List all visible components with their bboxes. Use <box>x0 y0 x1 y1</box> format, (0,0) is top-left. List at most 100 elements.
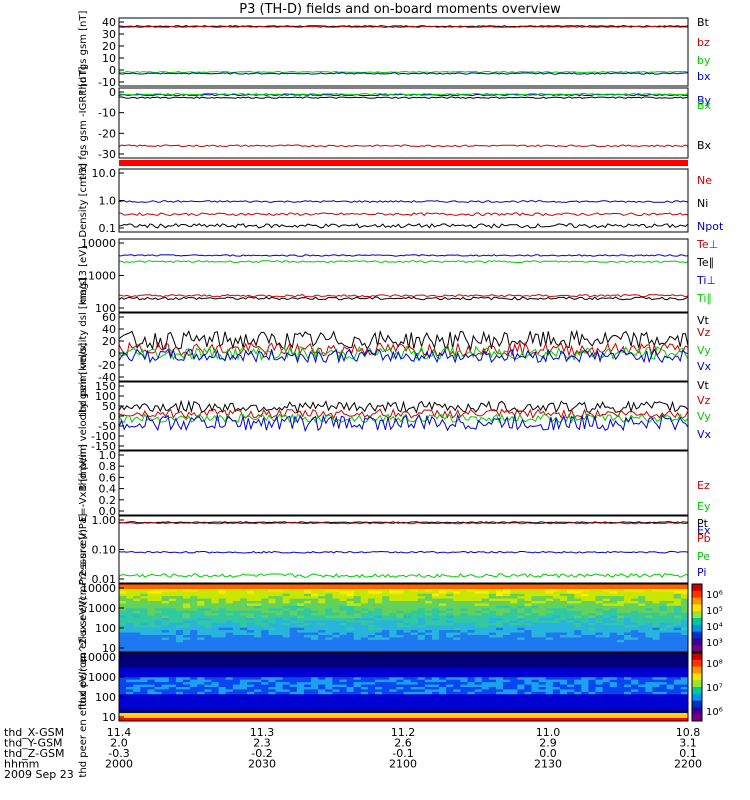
heatmap-cell <box>581 684 589 688</box>
heatmap-cell <box>211 689 220 693</box>
heatmap-cell <box>453 627 461 631</box>
heatmap-cell <box>140 679 148 683</box>
heatmap-cell <box>460 708 469 712</box>
heatmap-cell <box>318 593 326 597</box>
heatmap-cell <box>403 653 412 656</box>
heatmap-cell <box>332 655 340 659</box>
heatmap-cell <box>559 684 568 688</box>
heatmap-cell <box>204 657 212 661</box>
heatmap-cell <box>609 644 618 648</box>
heatmap-cell <box>211 618 220 621</box>
heatmap-cell <box>218 649 227 653</box>
heatmap-cell <box>140 662 148 666</box>
heatmap-cell <box>680 608 689 612</box>
heatmap-cell <box>581 644 589 648</box>
heatmap-cell <box>510 660 518 664</box>
heatmap-cell <box>474 679 483 683</box>
heatmap-cell <box>460 644 469 648</box>
heatmap-cell <box>474 601 483 604</box>
heatmap-cell <box>488 625 497 629</box>
heatmap-cell <box>446 670 454 673</box>
heatmap-cell <box>631 637 639 641</box>
y-tick-label: -150 <box>91 440 116 453</box>
orbit-value: 2.3 <box>253 737 271 750</box>
heatmap-cell <box>289 603 298 607</box>
heatmap-cell <box>559 691 568 695</box>
heatmap-cell <box>367 644 376 648</box>
heatmap-cell <box>403 657 412 661</box>
heatmap-cell <box>353 647 362 651</box>
heatmap-cell <box>481 665 490 669</box>
heatmap-cell <box>616 588 625 592</box>
heatmap-cell <box>403 667 412 671</box>
heatmap-cell <box>638 588 646 592</box>
heatmap-cell <box>303 618 312 621</box>
heatmap-cell <box>574 632 582 636</box>
heatmap-cell <box>474 694 483 698</box>
heatmap-cell <box>495 632 504 636</box>
heatmap-cell <box>353 677 362 681</box>
heatmap-cell <box>659 701 668 705</box>
series-line <box>118 144 689 148</box>
heatmap-cell <box>659 649 668 653</box>
heatmap-cell <box>318 618 326 621</box>
heatmap-cell <box>360 642 369 646</box>
legend-entry: Ex <box>697 524 711 537</box>
heatmap-cell <box>154 689 163 693</box>
heatmap-cell <box>439 644 447 648</box>
heatmap-cell <box>488 706 497 710</box>
heatmap-cell <box>410 704 419 707</box>
heatmap-cell <box>225 637 234 641</box>
heatmap-cell <box>211 601 220 604</box>
heatmap-cell <box>325 662 333 666</box>
heatmap-cell <box>403 644 412 648</box>
heatmap-cell <box>460 608 469 612</box>
heatmap-cell <box>417 610 426 614</box>
heatmap-cell <box>531 605 540 609</box>
heatmap-cell <box>382 711 390 715</box>
heatmap-cell <box>346 627 355 631</box>
heatmap-cell <box>495 708 504 712</box>
heatmap-cell <box>631 708 639 712</box>
heatmap-cell <box>375 632 383 636</box>
heatmap-cell <box>168 653 177 656</box>
heatmap-cell <box>417 649 426 653</box>
heatmap-cell <box>673 699 682 703</box>
heatmap-cell <box>161 647 170 651</box>
heatmap-cell <box>211 701 220 705</box>
heatmap-cell <box>631 653 639 656</box>
heatmap-cell <box>389 627 397 631</box>
heatmap-cell <box>332 625 340 629</box>
heatmap-cell <box>510 653 518 656</box>
heatmap-cell <box>552 644 561 648</box>
heatmap-cell <box>467 627 476 631</box>
heatmap-cell <box>524 674 533 678</box>
heatmap-cell <box>609 618 618 621</box>
heatmap-cell <box>467 647 476 651</box>
heatmap-cell <box>161 637 170 641</box>
heatmap-cell <box>218 603 227 607</box>
heatmap-cell <box>638 691 646 695</box>
heatmap-cell <box>673 687 682 690</box>
heatmap-cell <box>680 684 689 688</box>
heatmap-cell <box>339 711 348 715</box>
heatmap-cell <box>140 649 148 653</box>
heatmap-cell <box>574 591 582 595</box>
heatmap-cell <box>218 618 227 621</box>
heatmap-cell <box>552 694 561 698</box>
heatmap-cell <box>225 639 234 643</box>
heatmap-cell <box>510 647 518 651</box>
heatmap-cell <box>673 679 682 683</box>
heatmap-cell <box>204 605 212 609</box>
heatmap-cell <box>204 622 212 626</box>
heatmap-cell <box>417 630 426 634</box>
heatmap-cell <box>410 630 419 634</box>
heatmap-cell <box>239 684 248 688</box>
heatmap-cell <box>147 670 156 673</box>
heatmap-cell <box>332 644 340 648</box>
heatmap-cell <box>161 610 170 614</box>
heatmap-cell <box>538 653 547 656</box>
heatmap-cell <box>417 699 426 703</box>
heatmap-cell <box>204 615 212 619</box>
heatmap-cell <box>581 670 589 673</box>
